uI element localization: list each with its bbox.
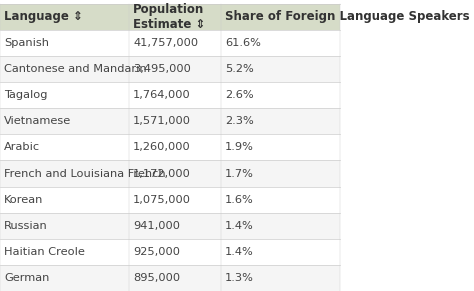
Text: Tagalog: Tagalog [4, 90, 47, 100]
FancyBboxPatch shape [129, 239, 221, 265]
Text: French and Louisiana French: French and Louisiana French [4, 168, 166, 178]
FancyBboxPatch shape [221, 134, 339, 160]
FancyBboxPatch shape [0, 265, 129, 291]
FancyBboxPatch shape [129, 30, 221, 56]
FancyBboxPatch shape [129, 134, 221, 160]
Text: Language ⇕: Language ⇕ [4, 10, 83, 23]
FancyBboxPatch shape [129, 82, 221, 108]
Text: 941,000: 941,000 [133, 221, 180, 231]
Text: 1,764,000: 1,764,000 [133, 90, 191, 100]
Text: 1,571,000: 1,571,000 [133, 116, 191, 126]
Text: 61.6%: 61.6% [225, 38, 261, 48]
Text: 2.6%: 2.6% [225, 90, 254, 100]
Text: Vietnamese: Vietnamese [4, 116, 71, 126]
FancyBboxPatch shape [221, 30, 339, 56]
FancyBboxPatch shape [221, 265, 339, 291]
FancyBboxPatch shape [0, 82, 129, 108]
Text: 1.9%: 1.9% [225, 142, 254, 152]
FancyBboxPatch shape [221, 160, 339, 187]
FancyBboxPatch shape [221, 108, 339, 134]
Text: 3,495,000: 3,495,000 [133, 64, 191, 74]
Text: Spanish: Spanish [4, 38, 49, 48]
Text: Russian: Russian [4, 221, 48, 231]
Text: Population
Estimate ⇕: Population Estimate ⇕ [133, 3, 205, 31]
Text: 1,260,000: 1,260,000 [133, 142, 191, 152]
FancyBboxPatch shape [0, 134, 129, 160]
FancyBboxPatch shape [221, 187, 339, 213]
FancyBboxPatch shape [221, 213, 339, 239]
FancyBboxPatch shape [129, 160, 221, 187]
Text: 895,000: 895,000 [133, 273, 180, 283]
FancyBboxPatch shape [221, 56, 339, 82]
Text: 1,172,000: 1,172,000 [133, 168, 191, 178]
FancyBboxPatch shape [129, 187, 221, 213]
Text: 2.3%: 2.3% [225, 116, 254, 126]
Text: 41,757,000: 41,757,000 [133, 38, 198, 48]
FancyBboxPatch shape [221, 82, 339, 108]
Text: Share of Foreign Language Speakers ⇕: Share of Foreign Language Speakers ⇕ [225, 10, 474, 23]
FancyBboxPatch shape [129, 213, 221, 239]
FancyBboxPatch shape [0, 4, 129, 30]
FancyBboxPatch shape [129, 265, 221, 291]
FancyBboxPatch shape [0, 187, 129, 213]
Text: 1.4%: 1.4% [225, 221, 254, 231]
FancyBboxPatch shape [129, 56, 221, 82]
FancyBboxPatch shape [0, 239, 129, 265]
FancyBboxPatch shape [0, 213, 129, 239]
Text: 925,000: 925,000 [133, 247, 180, 257]
Text: 5.2%: 5.2% [225, 64, 254, 74]
FancyBboxPatch shape [0, 30, 129, 56]
FancyBboxPatch shape [129, 108, 221, 134]
Text: 1.6%: 1.6% [225, 195, 254, 205]
FancyBboxPatch shape [0, 108, 129, 134]
Text: Cantonese and Mandarin: Cantonese and Mandarin [4, 64, 146, 74]
FancyBboxPatch shape [221, 4, 339, 30]
Text: Haitian Creole: Haitian Creole [4, 247, 85, 257]
FancyBboxPatch shape [0, 160, 129, 187]
Text: 1.4%: 1.4% [225, 247, 254, 257]
Text: 1.7%: 1.7% [225, 168, 254, 178]
Text: German: German [4, 273, 49, 283]
Text: Korean: Korean [4, 195, 44, 205]
Text: 1.3%: 1.3% [225, 273, 254, 283]
FancyBboxPatch shape [221, 239, 339, 265]
FancyBboxPatch shape [0, 56, 129, 82]
FancyBboxPatch shape [129, 4, 221, 30]
Text: Arabic: Arabic [4, 142, 40, 152]
Text: 1,075,000: 1,075,000 [133, 195, 191, 205]
